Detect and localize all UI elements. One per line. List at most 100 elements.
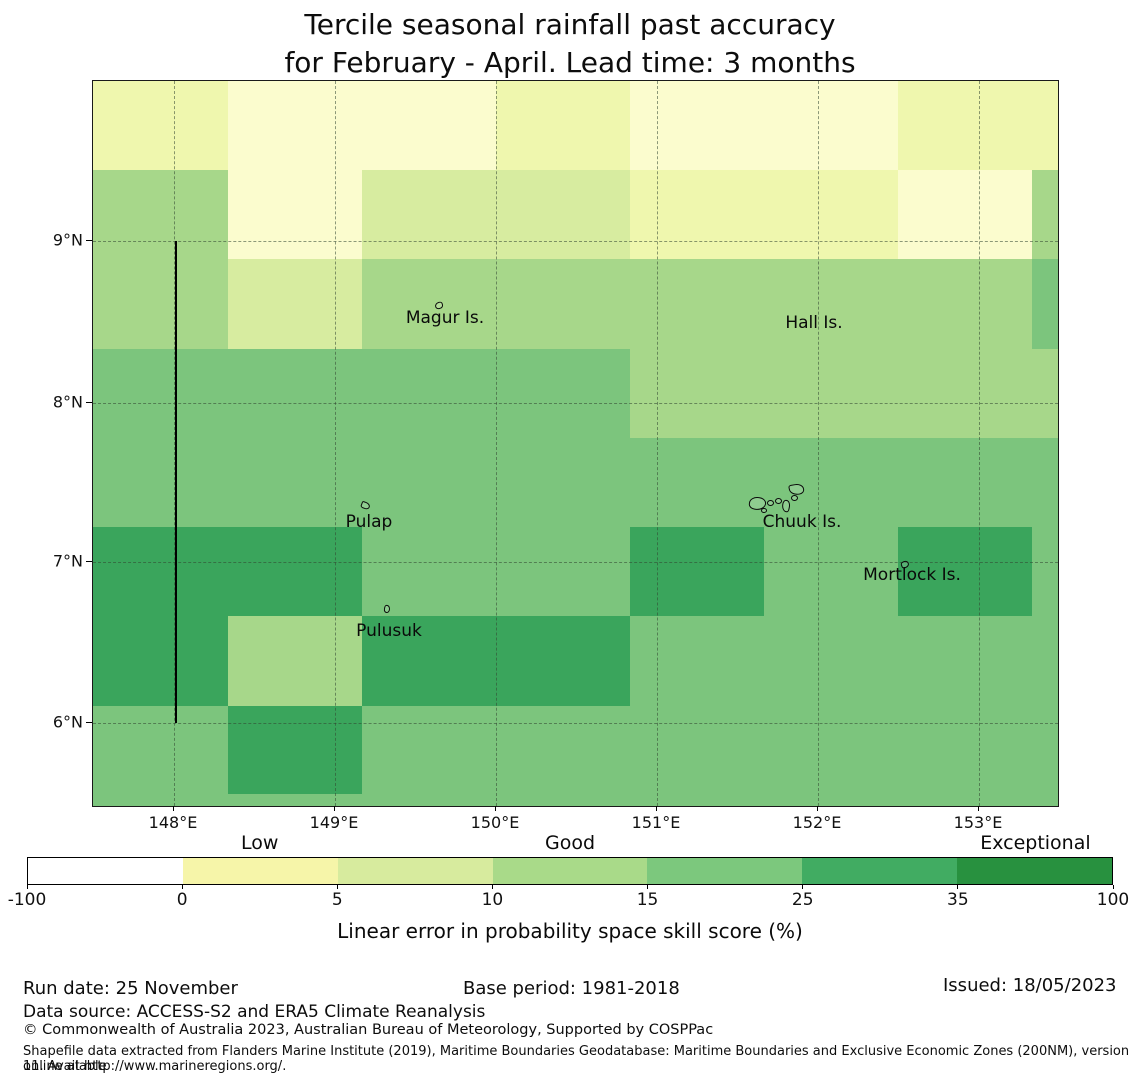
island-label: Magur Is. bbox=[405, 308, 485, 328]
latitude-tick-label: 8°N bbox=[52, 392, 83, 412]
grid-cell bbox=[898, 259, 1032, 349]
grid-cell bbox=[898, 527, 1032, 616]
island-label: Pulap bbox=[345, 512, 393, 532]
grid-cell bbox=[362, 706, 496, 794]
grid-cell bbox=[1032, 794, 1058, 806]
island-label: Hall Is. bbox=[785, 313, 843, 333]
grid-cell bbox=[93, 706, 228, 794]
copyright-text: © Commonwealth of Australia 2023, Austra… bbox=[23, 1022, 714, 1038]
grid-cell bbox=[93, 170, 228, 259]
grid-cell bbox=[1032, 527, 1058, 616]
grid-cell bbox=[630, 706, 764, 794]
eez-boundary-line bbox=[175, 241, 177, 723]
longitude-tick-label: 152°E bbox=[792, 813, 842, 832]
grid-cell bbox=[228, 527, 362, 616]
grid-cell bbox=[496, 794, 630, 806]
longitude-tick-mark bbox=[333, 806, 335, 811]
colorbar-tick-label: -100 bbox=[7, 890, 47, 910]
data-source-text: Data source: ACCESS-S2 and ERA5 Climate … bbox=[23, 1002, 486, 1022]
island-label: Chuuk Is. bbox=[762, 512, 842, 532]
grid-cell bbox=[228, 259, 362, 349]
colorbar-segment bbox=[337, 858, 493, 884]
graticule-longitude-line bbox=[174, 81, 175, 806]
colorbar-segment bbox=[957, 858, 1113, 884]
grid-cell bbox=[228, 706, 362, 794]
longitude-tick-mark bbox=[172, 806, 174, 811]
grid-cell bbox=[630, 616, 764, 706]
grid-cell bbox=[362, 259, 496, 349]
grid-cell bbox=[496, 259, 630, 349]
grid-cell bbox=[228, 349, 362, 438]
longitude-tick-mark bbox=[977, 806, 979, 811]
grid-cell bbox=[228, 616, 362, 706]
grid-cell bbox=[93, 81, 228, 170]
grid-cell bbox=[630, 527, 764, 616]
grid-cell bbox=[228, 794, 362, 806]
grid-cell bbox=[764, 794, 898, 806]
grid-cell bbox=[1032, 81, 1058, 170]
colorbar bbox=[27, 857, 1113, 885]
grid-cell bbox=[228, 438, 362, 527]
graticule-longitude-line bbox=[335, 81, 336, 806]
grid-cell bbox=[764, 706, 898, 794]
latitude-tick-mark bbox=[86, 401, 92, 403]
grid-cell bbox=[764, 259, 898, 349]
grid-cell bbox=[630, 170, 764, 259]
colorbar-tick-label: 35 bbox=[947, 890, 969, 910]
graticule-latitude-line bbox=[93, 403, 1058, 404]
colorbar-band-label: Exceptional bbox=[980, 832, 1091, 854]
colorbar-tick-mark bbox=[26, 885, 28, 889]
grid-cell bbox=[898, 81, 1032, 170]
grid-cell bbox=[764, 616, 898, 706]
map-plot-area: Magur Is. Hall Is. Pulap Chuuk Is. Mortlock … bbox=[92, 80, 1059, 807]
longitude-tick-mark bbox=[655, 806, 657, 811]
grid-cell bbox=[764, 438, 898, 527]
colorbar-tick-mark bbox=[336, 885, 338, 889]
issued-date-text: Issued: 18/05/2023 bbox=[943, 975, 1117, 996]
grid-cell bbox=[630, 81, 764, 170]
colorbar-tick-mark bbox=[1112, 885, 1114, 889]
longitude-tick-label: 148°E bbox=[148, 813, 198, 832]
grid-cell bbox=[630, 349, 764, 438]
grid-cell bbox=[228, 170, 362, 259]
latitude-tick-label: 6°N bbox=[52, 712, 83, 732]
grid-cell bbox=[898, 349, 1032, 438]
shapefile-note-line2: online at http://www.marineregions.org/. bbox=[23, 1059, 287, 1074]
colorbar-axis-label: Linear error in probability space skill … bbox=[337, 919, 803, 943]
grid-cell bbox=[93, 438, 228, 527]
grid-cell bbox=[496, 81, 630, 170]
grid-cell bbox=[630, 438, 764, 527]
colorbar-tick-mark bbox=[957, 885, 959, 889]
chart-title-line2: for February - April. Lead time: 3 month… bbox=[284, 46, 856, 79]
grid-cell bbox=[93, 794, 228, 806]
grid-cell bbox=[630, 794, 764, 806]
grid-cell bbox=[496, 349, 630, 438]
grid-cell bbox=[362, 81, 496, 170]
latitude-tick-mark bbox=[86, 239, 92, 241]
colorbar-tick-label: 100 bbox=[1096, 890, 1130, 910]
graticule-latitude-line bbox=[93, 723, 1058, 724]
latitude-tick-label: 7°N bbox=[52, 551, 83, 571]
colorbar-segment bbox=[182, 858, 338, 884]
grid-cell bbox=[898, 706, 1032, 794]
grid-cell bbox=[362, 170, 496, 259]
graticule-latitude-line bbox=[93, 241, 1058, 242]
grid-cell bbox=[764, 81, 898, 170]
grid-cell bbox=[496, 438, 630, 527]
shapefile-note-line1: Shapefile data extracted from Flanders M… bbox=[23, 1044, 1130, 1074]
island-label: Pulusuk bbox=[356, 621, 422, 641]
grid-cell bbox=[496, 527, 630, 616]
grid-cell bbox=[898, 170, 1032, 259]
chart-title-line1: Tercile seasonal rainfall past accuracy bbox=[304, 8, 836, 41]
graticule-longitude-line bbox=[657, 81, 658, 806]
island-outline-glyph bbox=[761, 508, 767, 513]
grid-cell bbox=[362, 438, 496, 527]
longitude-tick-mark bbox=[494, 806, 496, 811]
grid-cell bbox=[93, 527, 228, 616]
grid-cell bbox=[362, 349, 496, 438]
grid-cell bbox=[496, 170, 630, 259]
colorbar-tick-mark bbox=[647, 885, 649, 889]
grid-cell bbox=[362, 527, 496, 616]
grid-cell bbox=[630, 259, 764, 349]
grid-cell bbox=[93, 349, 228, 438]
